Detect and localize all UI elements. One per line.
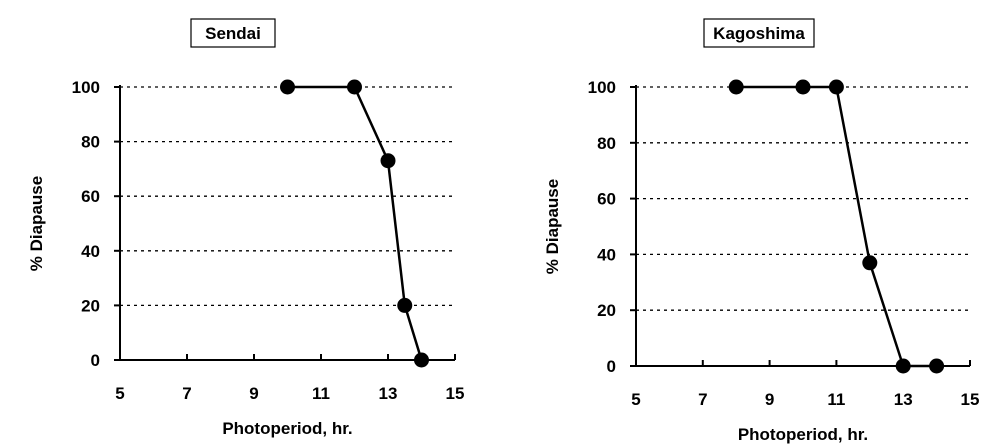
- y-tick-label: 40: [597, 245, 616, 264]
- x-tick-label: 15: [446, 384, 465, 403]
- data-point: [397, 297, 413, 313]
- y-tick-label: 100: [72, 78, 100, 97]
- x-tick-label: 7: [182, 384, 191, 403]
- data-point: [414, 352, 429, 368]
- data-point: [929, 358, 945, 374]
- x-tick-label: 9: [765, 390, 774, 409]
- x-tick-label: 7: [698, 390, 707, 409]
- series-line: [736, 85, 937, 368]
- x-axis-label: Photoperiod, hr.: [222, 419, 352, 438]
- axes: [114, 85, 456, 361]
- data-point: [280, 79, 295, 95]
- y-tick-label: 60: [81, 187, 100, 206]
- y-axis-label: % Diapause: [543, 179, 562, 274]
- gridlines: [636, 86, 970, 311]
- x-axis-label: Photoperiod, hr.: [738, 425, 868, 444]
- axes: [630, 85, 971, 367]
- chart-title: Sendai: [205, 24, 261, 43]
- x-tick-label: 9: [249, 384, 258, 403]
- x-tick-label: 13: [379, 384, 398, 403]
- y-tick-labels: 0 20 40 60 80 100: [588, 78, 616, 376]
- y-tick-label: 80: [597, 134, 616, 153]
- chart-title-box: [190, 18, 276, 48]
- x-tick-label: 13: [894, 390, 913, 409]
- y-tick-labels: 0 20 40 60 80 100: [72, 78, 100, 370]
- y-tick-label: 20: [81, 296, 100, 315]
- y-tick-label: 0: [607, 357, 616, 376]
- data-series: [728, 79, 945, 374]
- data-series: [280, 79, 429, 368]
- chart-sendai: Sendai % Diapause Photoperiod, hr. 0 20 40…: [27, 18, 464, 438]
- chart-title-box: [703, 18, 815, 48]
- y-tick-label: 20: [597, 301, 616, 320]
- data-point: [728, 79, 744, 95]
- x-tick-label: 11: [827, 390, 845, 409]
- data-point: [862, 255, 878, 271]
- data-point: [795, 79, 811, 95]
- x-tick-label: 5: [631, 390, 640, 409]
- chart-title: Kagoshima: [713, 24, 805, 43]
- y-tick-label: 40: [81, 242, 100, 261]
- data-point: [380, 153, 396, 169]
- y-tick-label: 0: [91, 351, 100, 370]
- x-tick-label: 5: [115, 384, 124, 403]
- y-tick-label: 60: [597, 190, 616, 209]
- data-point: [347, 79, 362, 95]
- x-tick-label: 15: [961, 390, 980, 409]
- x-tick-labels: 5 7 9 11 13 15: [115, 384, 464, 403]
- y-tick-label: 80: [81, 133, 100, 152]
- data-point: [828, 79, 844, 95]
- data-point: [895, 358, 911, 374]
- y-tick-label: 100: [588, 78, 616, 97]
- gridlines: [120, 86, 455, 307]
- y-axis-label: % Diapause: [27, 176, 46, 271]
- x-tick-labels: 5 7 9 11 13 15: [631, 390, 979, 409]
- series-line: [287, 85, 423, 361]
- x-tick-label: 11: [312, 384, 330, 403]
- chart-kagoshima: Kagoshima % Diapause Photoperiod, hr. 0 2…: [543, 18, 979, 444]
